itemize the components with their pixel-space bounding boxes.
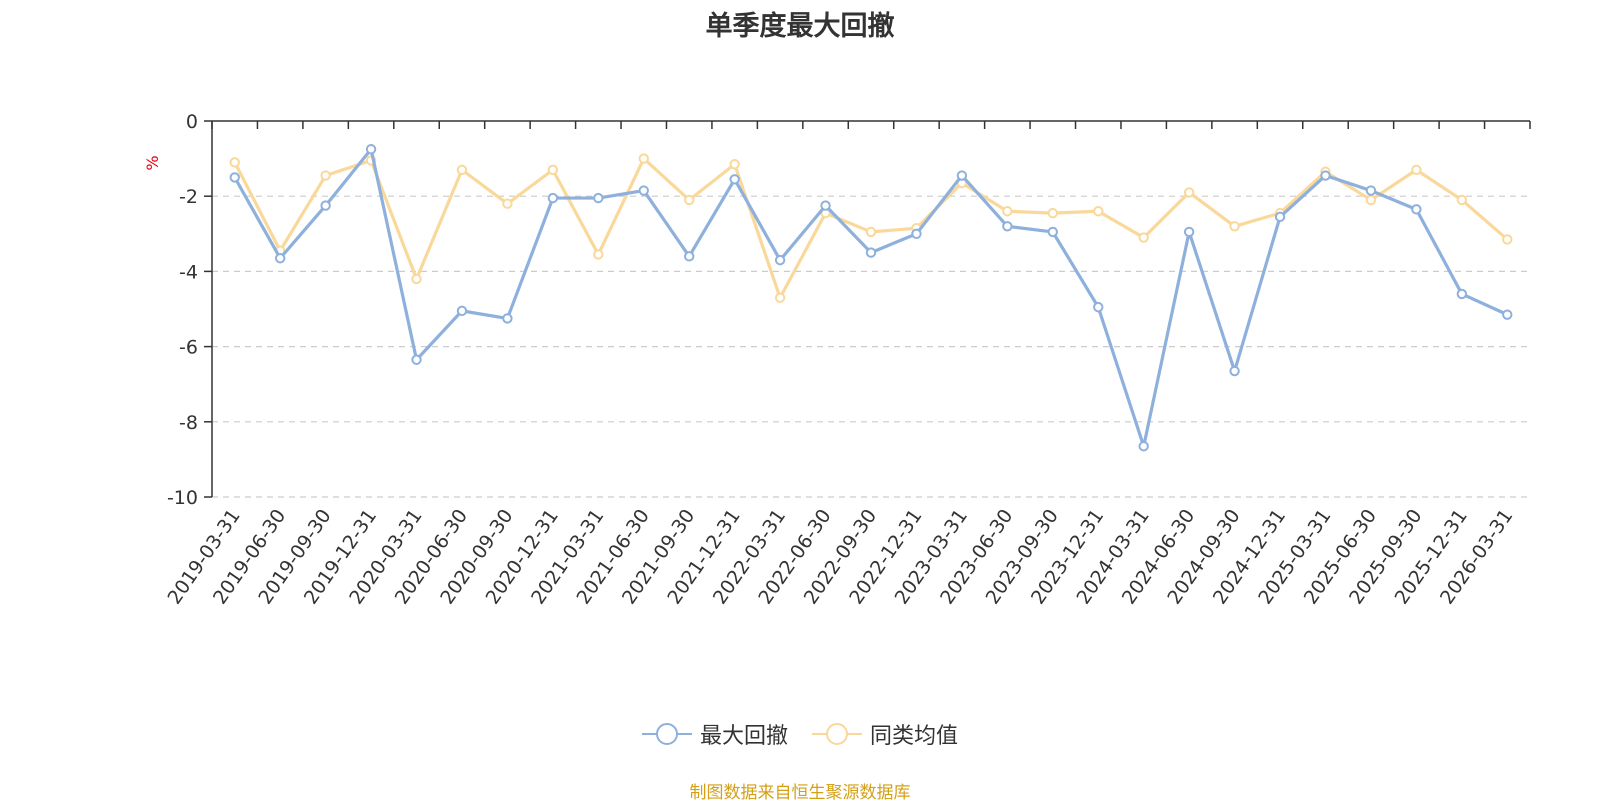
data-point xyxy=(729,159,740,170)
series-lines xyxy=(229,144,1513,452)
data-point xyxy=(502,313,513,324)
data-point xyxy=(411,354,422,365)
source-note: 制图数据来自恒生聚源数据库 xyxy=(689,783,911,803)
data-point xyxy=(320,200,331,211)
data-point xyxy=(456,164,468,176)
data-point xyxy=(1365,185,1377,196)
data-point xyxy=(1093,206,1104,217)
data-point xyxy=(593,249,604,260)
data-point xyxy=(1093,301,1104,313)
data-point xyxy=(1411,164,1422,176)
data-point xyxy=(774,254,786,266)
data-point xyxy=(456,305,468,317)
x-axis-ticks: 2019-03-312019-06-302019-09-302019-12-31… xyxy=(163,121,1531,608)
data-point xyxy=(547,192,559,204)
data-point xyxy=(1002,221,1013,232)
data-point xyxy=(1047,207,1058,219)
data-point xyxy=(1320,170,1331,181)
data-point xyxy=(1502,309,1513,320)
axes xyxy=(211,120,1530,497)
data-point xyxy=(547,164,559,176)
data-point xyxy=(229,172,240,183)
data-point xyxy=(1229,365,1240,377)
data-point xyxy=(729,174,740,185)
data-point xyxy=(684,251,695,262)
data-point xyxy=(502,198,513,209)
data-point xyxy=(956,170,968,181)
y-axis-unit-label: % xyxy=(143,155,162,170)
data-point xyxy=(593,192,604,204)
data-point xyxy=(411,273,422,285)
data-point xyxy=(865,226,877,238)
data-point xyxy=(320,170,331,181)
data-point xyxy=(1365,194,1377,206)
data-point xyxy=(274,253,286,264)
data-point xyxy=(774,292,786,303)
data-point xyxy=(1456,194,1468,206)
legend-marker-icon xyxy=(812,722,862,746)
legend-label: 最大回撤 xyxy=(699,724,788,749)
y-tick-label: -4 xyxy=(179,261,198,283)
y-tick-label: -8 xyxy=(179,412,198,434)
data-point xyxy=(820,200,831,211)
data-point xyxy=(1502,234,1513,245)
series-peer-average xyxy=(229,153,1513,303)
data-point xyxy=(1411,204,1422,215)
data-point xyxy=(684,194,695,206)
y-tick-label: 0 xyxy=(186,111,198,133)
y-axis-ticks: 0 -2 -4 -6 -8 -10 xyxy=(167,111,212,509)
legend: 最大回撤 同类均值 xyxy=(0,718,1600,750)
data-point xyxy=(229,157,240,168)
legend-item-peer-average[interactable]: 同类均值 xyxy=(812,718,958,750)
y-tick-label: -6 xyxy=(179,337,198,359)
series-max-drawdown xyxy=(229,144,1513,452)
y-tick-label: -10 xyxy=(167,487,198,509)
data-point xyxy=(638,153,649,164)
data-point xyxy=(638,185,649,196)
data-point xyxy=(1229,221,1240,232)
data-point xyxy=(1456,288,1468,300)
data-point xyxy=(1138,441,1149,452)
legend-item-max-drawdown[interactable]: 最大回撤 xyxy=(641,718,788,750)
data-point xyxy=(865,247,877,258)
data-point xyxy=(1138,232,1149,243)
data-point xyxy=(911,228,922,240)
data-point xyxy=(1002,206,1013,217)
legend-label: 同类均值 xyxy=(870,724,959,749)
data-point xyxy=(365,144,377,155)
data-point xyxy=(1183,226,1195,238)
legend-marker-icon xyxy=(641,722,692,746)
data-point xyxy=(1274,211,1286,223)
y-tick-label: -2 xyxy=(179,186,198,208)
data-point xyxy=(1047,226,1058,238)
series-line xyxy=(233,147,1508,448)
chart-title: 单季度最大回撤 xyxy=(705,11,895,42)
data-point xyxy=(1183,187,1195,198)
grid-lines xyxy=(212,195,1530,498)
